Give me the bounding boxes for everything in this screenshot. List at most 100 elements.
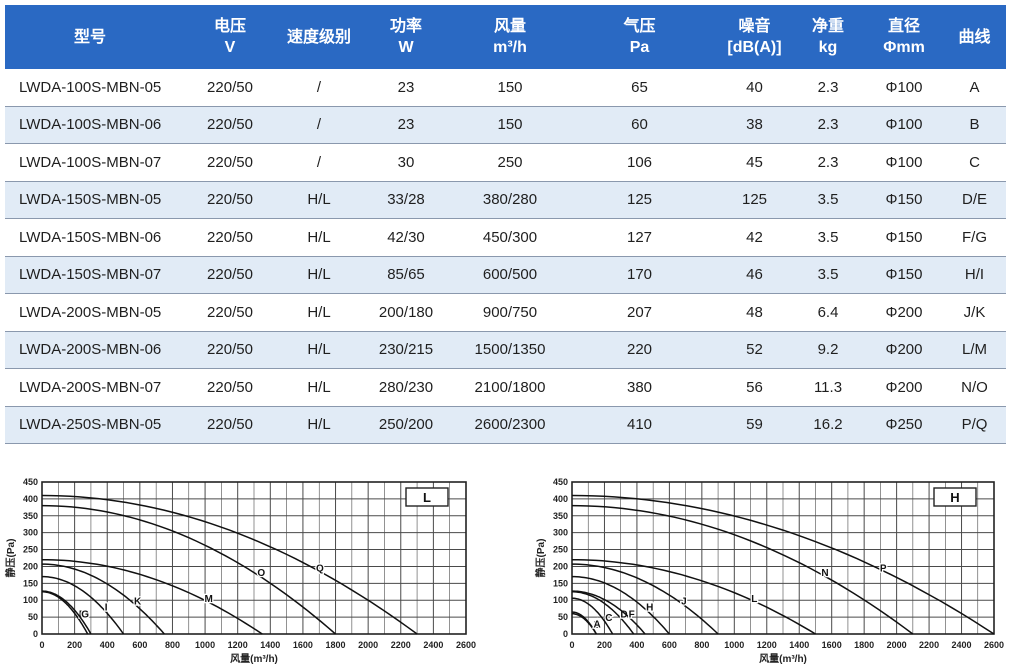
table-cell: 106 [561,143,718,182]
plot-frame [41,481,467,635]
x-tick-label: 600 [662,640,677,650]
table-cell: 9.2 [791,331,865,369]
table-cell: 65 [561,69,718,107]
table-cell: LWDA-100S-MBN-07 [5,143,175,182]
table-cell: 220/50 [175,106,285,144]
curve-l [572,558,816,635]
curve-j [572,563,719,635]
table-cell: 220/50 [175,143,285,182]
table-cell: 220/50 [175,406,285,444]
header-speed-level: 速度级别 [285,5,353,69]
table-cell: H/L [285,218,353,257]
x-tick-label: 2400 [423,640,443,650]
y-tick-label: 300 [23,528,38,538]
table-cell: P/Q [943,406,1006,444]
table-cell: 125 [561,181,718,219]
curve-label-f: F [629,609,635,620]
curve-label-m: M [205,594,213,605]
y-tick-label: 300 [553,528,568,538]
table-cell: 42 [718,218,791,257]
x-tick-label: 400 [100,640,115,650]
table-cell: 33/28 [353,181,459,219]
table-cell: H/L [285,368,353,407]
table-cell: H/L [285,293,353,332]
curve-label-k: K [134,596,142,607]
x-tick-label: 0 [569,640,574,650]
curve-label-i: I [105,602,108,613]
x-tick-label: 2200 [391,640,411,650]
table-cell: 2100/1800 [459,368,561,407]
fan-curve-chart-high: 0 200 400 600 800 1000 1200 1400 1600 1800 2000 220… [534,477,1004,665]
table-cell: H/L [285,406,353,444]
table-cell: J/K [943,293,1006,332]
x-tick-label: 2400 [952,640,972,650]
table-cell: 220/50 [175,218,285,257]
table-cell: 11.3 [791,368,865,407]
header-pressure: 气压 Pa [561,5,718,69]
table-cell: 220/50 [175,331,285,369]
table-cell: LWDA-100S-MBN-05 [5,69,175,107]
table-cell: 3.5 [791,181,865,219]
table-row: LWDA-200S-MBN-06 220/50 H/L 230/215 1500/135… [5,331,1006,369]
table-cell: 380 [561,368,718,407]
table-cell: Φ250 [865,406,943,444]
table-cell: 170 [561,256,718,294]
curve-e [42,591,89,635]
table-cell: Φ100 [865,69,943,107]
table-cell: 250 [459,143,561,182]
table-cell: 450/300 [459,218,561,257]
curve-label-n: N [821,568,828,579]
curve-label-j: J [681,596,687,607]
table-cell: Φ100 [865,143,943,182]
plot-frame [571,481,995,635]
table-cell: / [285,69,353,107]
curve-label-g: G [81,609,89,620]
table-cell: Φ150 [865,256,943,294]
y-tick-label: 200 [553,561,568,571]
y-tick-label: 0 [563,629,568,639]
x-tick-label: 800 [165,640,180,650]
table-cell: 220 [561,331,718,369]
table-cell: 220/50 [175,293,285,332]
table-cell: Φ200 [865,293,943,332]
table-cell: H/I [943,256,1006,294]
table-cell: 56 [718,368,791,407]
table-cell: 3.5 [791,256,865,294]
curve-n [571,504,914,635]
table-cell: Φ100 [865,106,943,144]
y-axis-title: 静压(Pa) [534,539,547,578]
chart-title-box [405,487,449,507]
y-tick-label: 50 [558,612,568,622]
table-cell: LWDA-100S-MBN-06 [5,106,175,144]
x-tick-label: 1200 [228,640,248,650]
table-cell: L/M [943,331,1006,369]
table-cell: 2.3 [791,143,865,182]
curve-label-p: P [880,563,887,574]
table-cell: A [943,69,1006,107]
table-cell: 52 [718,331,791,369]
header-noise: 噪音 [dB(A)] [718,5,791,69]
y-tick-label: 100 [553,595,568,605]
header-power: 功率 W [353,5,459,69]
x-tick-label: 1800 [326,640,346,650]
x-tick-label: 2000 [358,640,378,650]
y-tick-label: 250 [23,545,38,555]
curve-o [41,504,336,635]
y-tick-label: 400 [23,494,38,504]
x-tick-label: 1400 [260,640,280,650]
table-cell: LWDA-200S-MBN-05 [5,293,175,332]
table-cell: 1500/1350 [459,331,561,369]
curve-label-o: O [257,568,265,579]
table-cell: B [943,106,1006,144]
x-tick-label: 1800 [854,640,874,650]
table-cell: 40 [718,69,791,107]
table-row: LWDA-250S-MBN-05 220/50 H/L 250/200 2600/230… [5,406,1006,444]
table-cell: 220/50 [175,181,285,219]
table-cell: Φ150 [865,181,943,219]
curve-a [571,611,597,635]
table-row: LWDA-100S-MBN-06 220/50/23 150 60 38 2.3 Φ100 B [5,106,1006,144]
table-cell: 380/280 [459,181,561,219]
table-row: LWDA-200S-MBN-07 220/50 H/L 280/230 2100/180… [5,368,1006,407]
curve-i [42,575,125,635]
table-cell: 280/230 [353,368,459,407]
